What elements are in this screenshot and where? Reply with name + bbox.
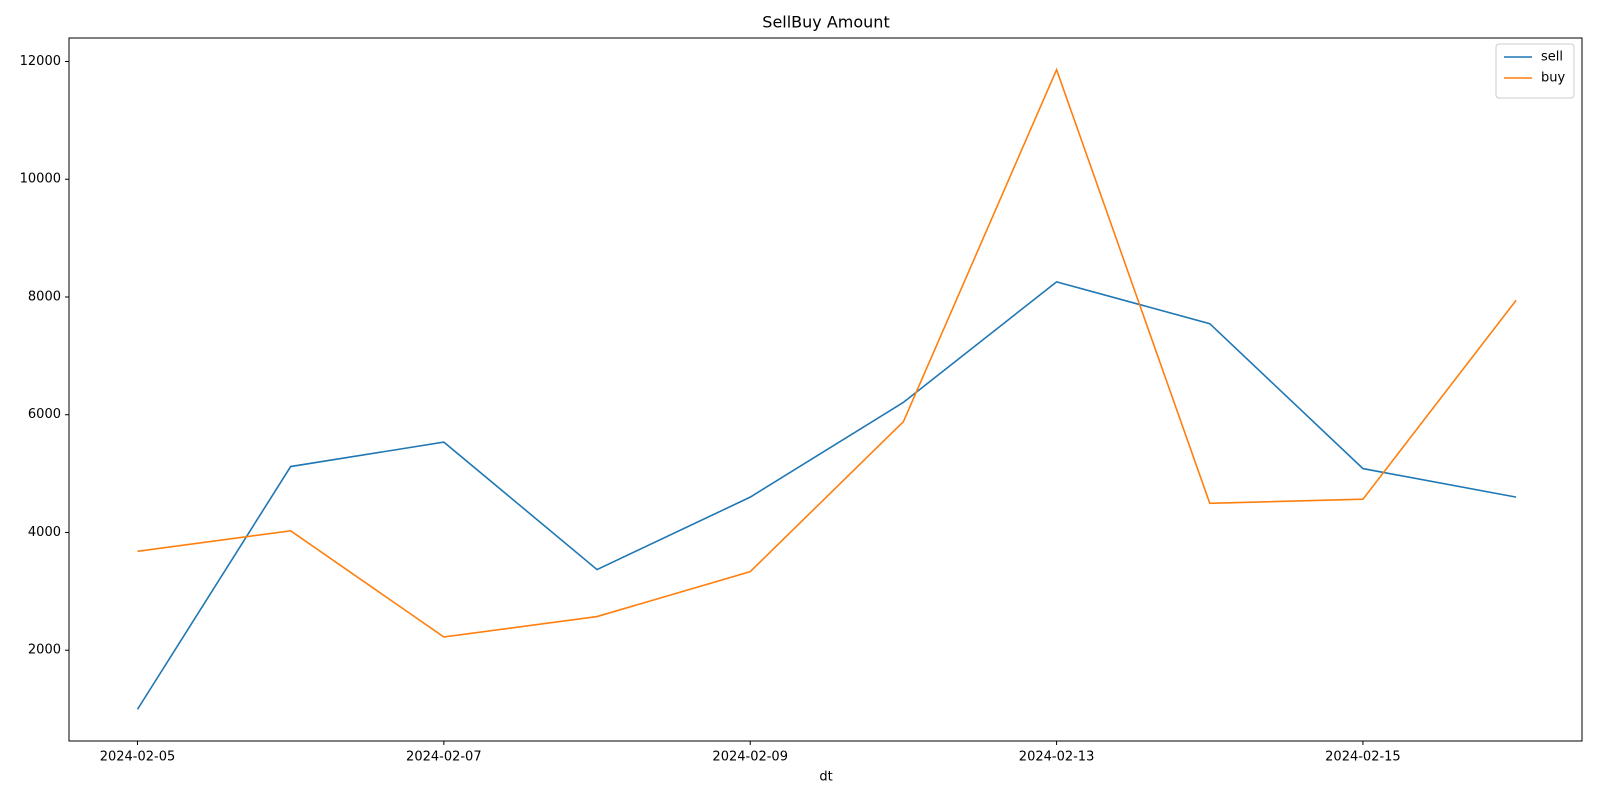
y-tick-label: 12000 (20, 54, 61, 69)
x-tick-label: 2024-02-15 (1325, 750, 1401, 765)
plot-frame (68, 37, 1583, 742)
x-tick-label: 2024-02-05 (100, 750, 176, 765)
y-tick-label: 2000 (28, 643, 61, 658)
x-tick-label: 2024-02-07 (406, 750, 482, 765)
x-axis-label: dt (819, 770, 832, 785)
y-tick-label: 6000 (28, 407, 61, 422)
legend-label: buy (1541, 71, 1565, 86)
series-line (136, 280, 1517, 710)
chart-title: SellBuy Amount (762, 13, 889, 32)
x-tick-label: 2024-02-13 (1019, 750, 1095, 765)
series-line (137, 67, 1517, 638)
x-tick-label: 2024-02-09 (712, 750, 788, 765)
y-tick-label: 8000 (28, 289, 61, 304)
y-tick-label: 10000 (20, 172, 61, 187)
legend-label: sell (1541, 50, 1563, 65)
y-tick-label: 4000 (28, 525, 61, 540)
